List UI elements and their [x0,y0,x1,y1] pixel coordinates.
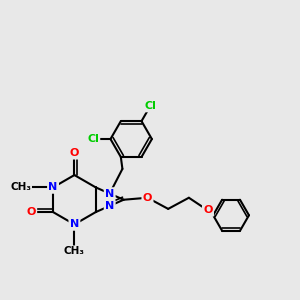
Text: N: N [48,182,58,192]
Text: O: O [143,193,152,203]
Text: N: N [105,201,114,211]
Text: O: O [203,206,213,215]
Text: Cl: Cl [144,101,156,111]
Text: N: N [70,219,79,230]
Text: O: O [70,148,79,158]
Text: O: O [26,207,36,217]
Text: Cl: Cl [87,134,99,144]
Text: CH₃: CH₃ [64,246,85,256]
Text: N: N [105,189,114,199]
Text: CH₃: CH₃ [10,182,31,192]
